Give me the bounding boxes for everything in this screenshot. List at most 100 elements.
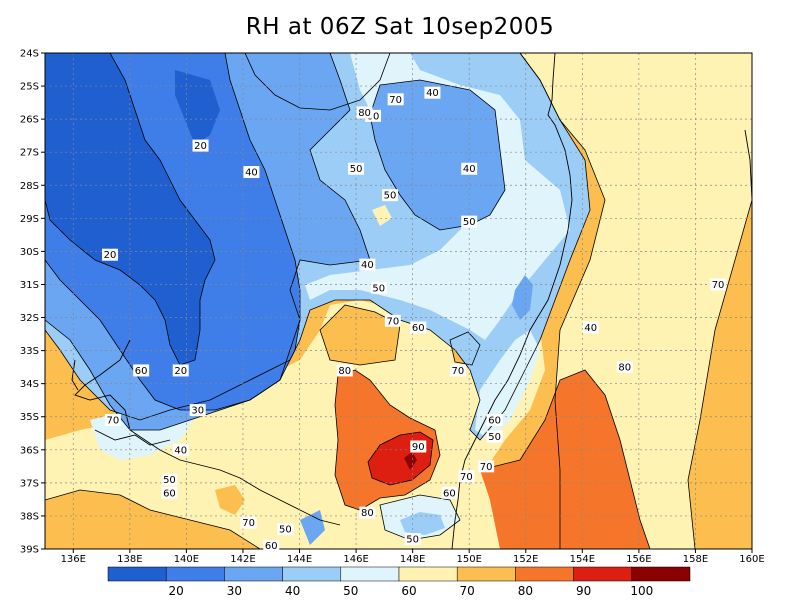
colorbar-swatch [631,566,691,582]
contour-label: 20 [104,250,117,261]
contour-label-bg [102,248,119,261]
contour-label: 60 [488,416,501,427]
contour-label: 50 [372,283,385,294]
contour-label-bg [449,364,466,377]
contour-label: 60 [135,366,148,377]
colorbar-label: 30 [227,584,242,598]
map-title: RH at 06Z Sat 10sep2005 [245,14,555,40]
contour-label: 20 [174,366,187,377]
contour-label-bg [486,414,503,427]
contour-label: 50 [350,164,363,175]
contour-label: 70 [712,280,725,291]
y-tick-label: 39S [20,545,39,556]
filled-contours [45,53,752,549]
contour-label: 20 [194,141,207,152]
colorbar-label: 40 [285,584,300,598]
contour-label: 40 [361,260,374,271]
colorbar-label: 20 [169,584,184,598]
contour-label-bg [410,321,427,334]
contour-label: 70 [460,472,473,483]
x-tick-label: 150E [456,554,481,565]
contour-label: 60 [412,323,425,334]
contour-label: 60 [367,111,380,122]
contour-label: 70 [242,518,255,529]
y-tick-label: 29S [20,214,39,225]
contour-label-bg [461,162,478,175]
colorbar-swatch [224,566,283,582]
contour-label: 70 [107,416,120,427]
y-tick-label: 34S [20,379,39,390]
contour-label-bg [161,473,178,486]
colorbar-label: 60 [401,584,416,598]
colorbar-label: 100 [630,584,653,598]
contour-label: 70 [480,462,493,473]
contour-label-bg [387,93,404,106]
contour-label: 80 [361,508,374,519]
y-tick-label: 27S [20,148,39,159]
y-tick-label: 25S [20,82,39,93]
contour-label: 40 [426,88,439,99]
contour-label-bg [458,470,475,483]
x-tick-label: 158E [683,554,708,565]
y-tick-label: 36S [20,445,39,456]
contour-label: 40 [584,323,597,334]
contour-label-bg [172,443,189,456]
contour-label: 50 [279,525,292,536]
contour-label: 40 [245,168,258,179]
contour-label-bg [478,460,495,473]
contour-label-bg [384,314,401,327]
y-tick-label: 30S [20,247,39,258]
contour-label: 30 [191,406,204,417]
fill-80-90-southeast [480,370,650,549]
contour-label: 50 [463,217,476,228]
y-tick-label: 32S [20,313,39,324]
contour-label: 80 [338,366,351,377]
contour-label-bg [243,166,260,179]
x-tick-label: 144E [287,554,312,565]
x-tick-label: 138E [117,554,142,565]
contour-label-bg [461,215,478,228]
contour-label: 90 [412,442,425,453]
colorbar-label: 70 [460,584,475,598]
contour-label-bg [240,516,257,529]
colorbar-swatch [282,566,342,582]
contour-label: 70 [452,366,465,377]
contour-label: 50 [488,432,501,443]
colorbar-swatch [340,566,400,582]
contour-label: 70 [386,316,399,327]
x-tick-label: 140E [174,554,199,565]
contour-label: 60 [163,488,176,499]
x-tick-label: 152E [513,554,538,565]
contour-label-bg [192,139,209,152]
contour-label-bg [370,281,387,294]
contour-label: 60 [443,488,456,499]
contour-label-bg [382,189,399,202]
coastline [71,53,752,549]
x-tick-label: 136E [61,554,86,565]
y-tick-label: 38S [20,511,39,522]
y-tick-label: 28S [20,181,39,192]
x-tick-label: 148E [400,554,425,565]
contour-label: 40 [174,445,187,456]
x-tick-label: 160E [739,554,764,565]
contour-label-bg [616,361,633,374]
colorbar-swatch [573,566,633,582]
axis-ticks: 136E 138E 140E 142E 144E 146E 148E 150E 152E 154E… [20,49,765,566]
y-tick-label: 26S [20,115,39,126]
x-tick-label: 156E [626,554,651,565]
contour-label-bg [336,364,353,377]
colorbar-label: 80 [518,584,533,598]
plot-frame [44,52,753,550]
contour-label-bg [582,321,599,334]
contour-label-bg [104,414,121,427]
colorbar-swatch [398,566,458,582]
contour-label-bg [710,278,727,291]
y-tick-label: 24S [20,49,39,60]
contour-label: 40 [463,164,476,175]
contour-label: 60 [265,541,278,552]
contour-label-bg [263,539,280,552]
contour-label-bg [161,486,178,499]
contour-label: 50 [406,535,419,546]
colorbar-label: 90 [576,584,591,598]
